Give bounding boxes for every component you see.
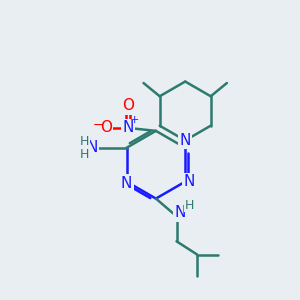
Text: H: H <box>185 199 194 212</box>
Text: N: N <box>179 133 191 148</box>
Text: −: − <box>92 119 103 132</box>
Text: N: N <box>121 176 132 190</box>
Text: N: N <box>174 205 186 220</box>
Text: N: N <box>183 174 194 189</box>
Text: N: N <box>86 140 98 155</box>
Text: H: H <box>80 135 89 148</box>
Text: O: O <box>100 120 112 135</box>
Text: O: O <box>122 98 134 113</box>
Text: N: N <box>122 120 134 135</box>
Text: H: H <box>80 148 89 161</box>
Text: +: + <box>130 115 139 125</box>
